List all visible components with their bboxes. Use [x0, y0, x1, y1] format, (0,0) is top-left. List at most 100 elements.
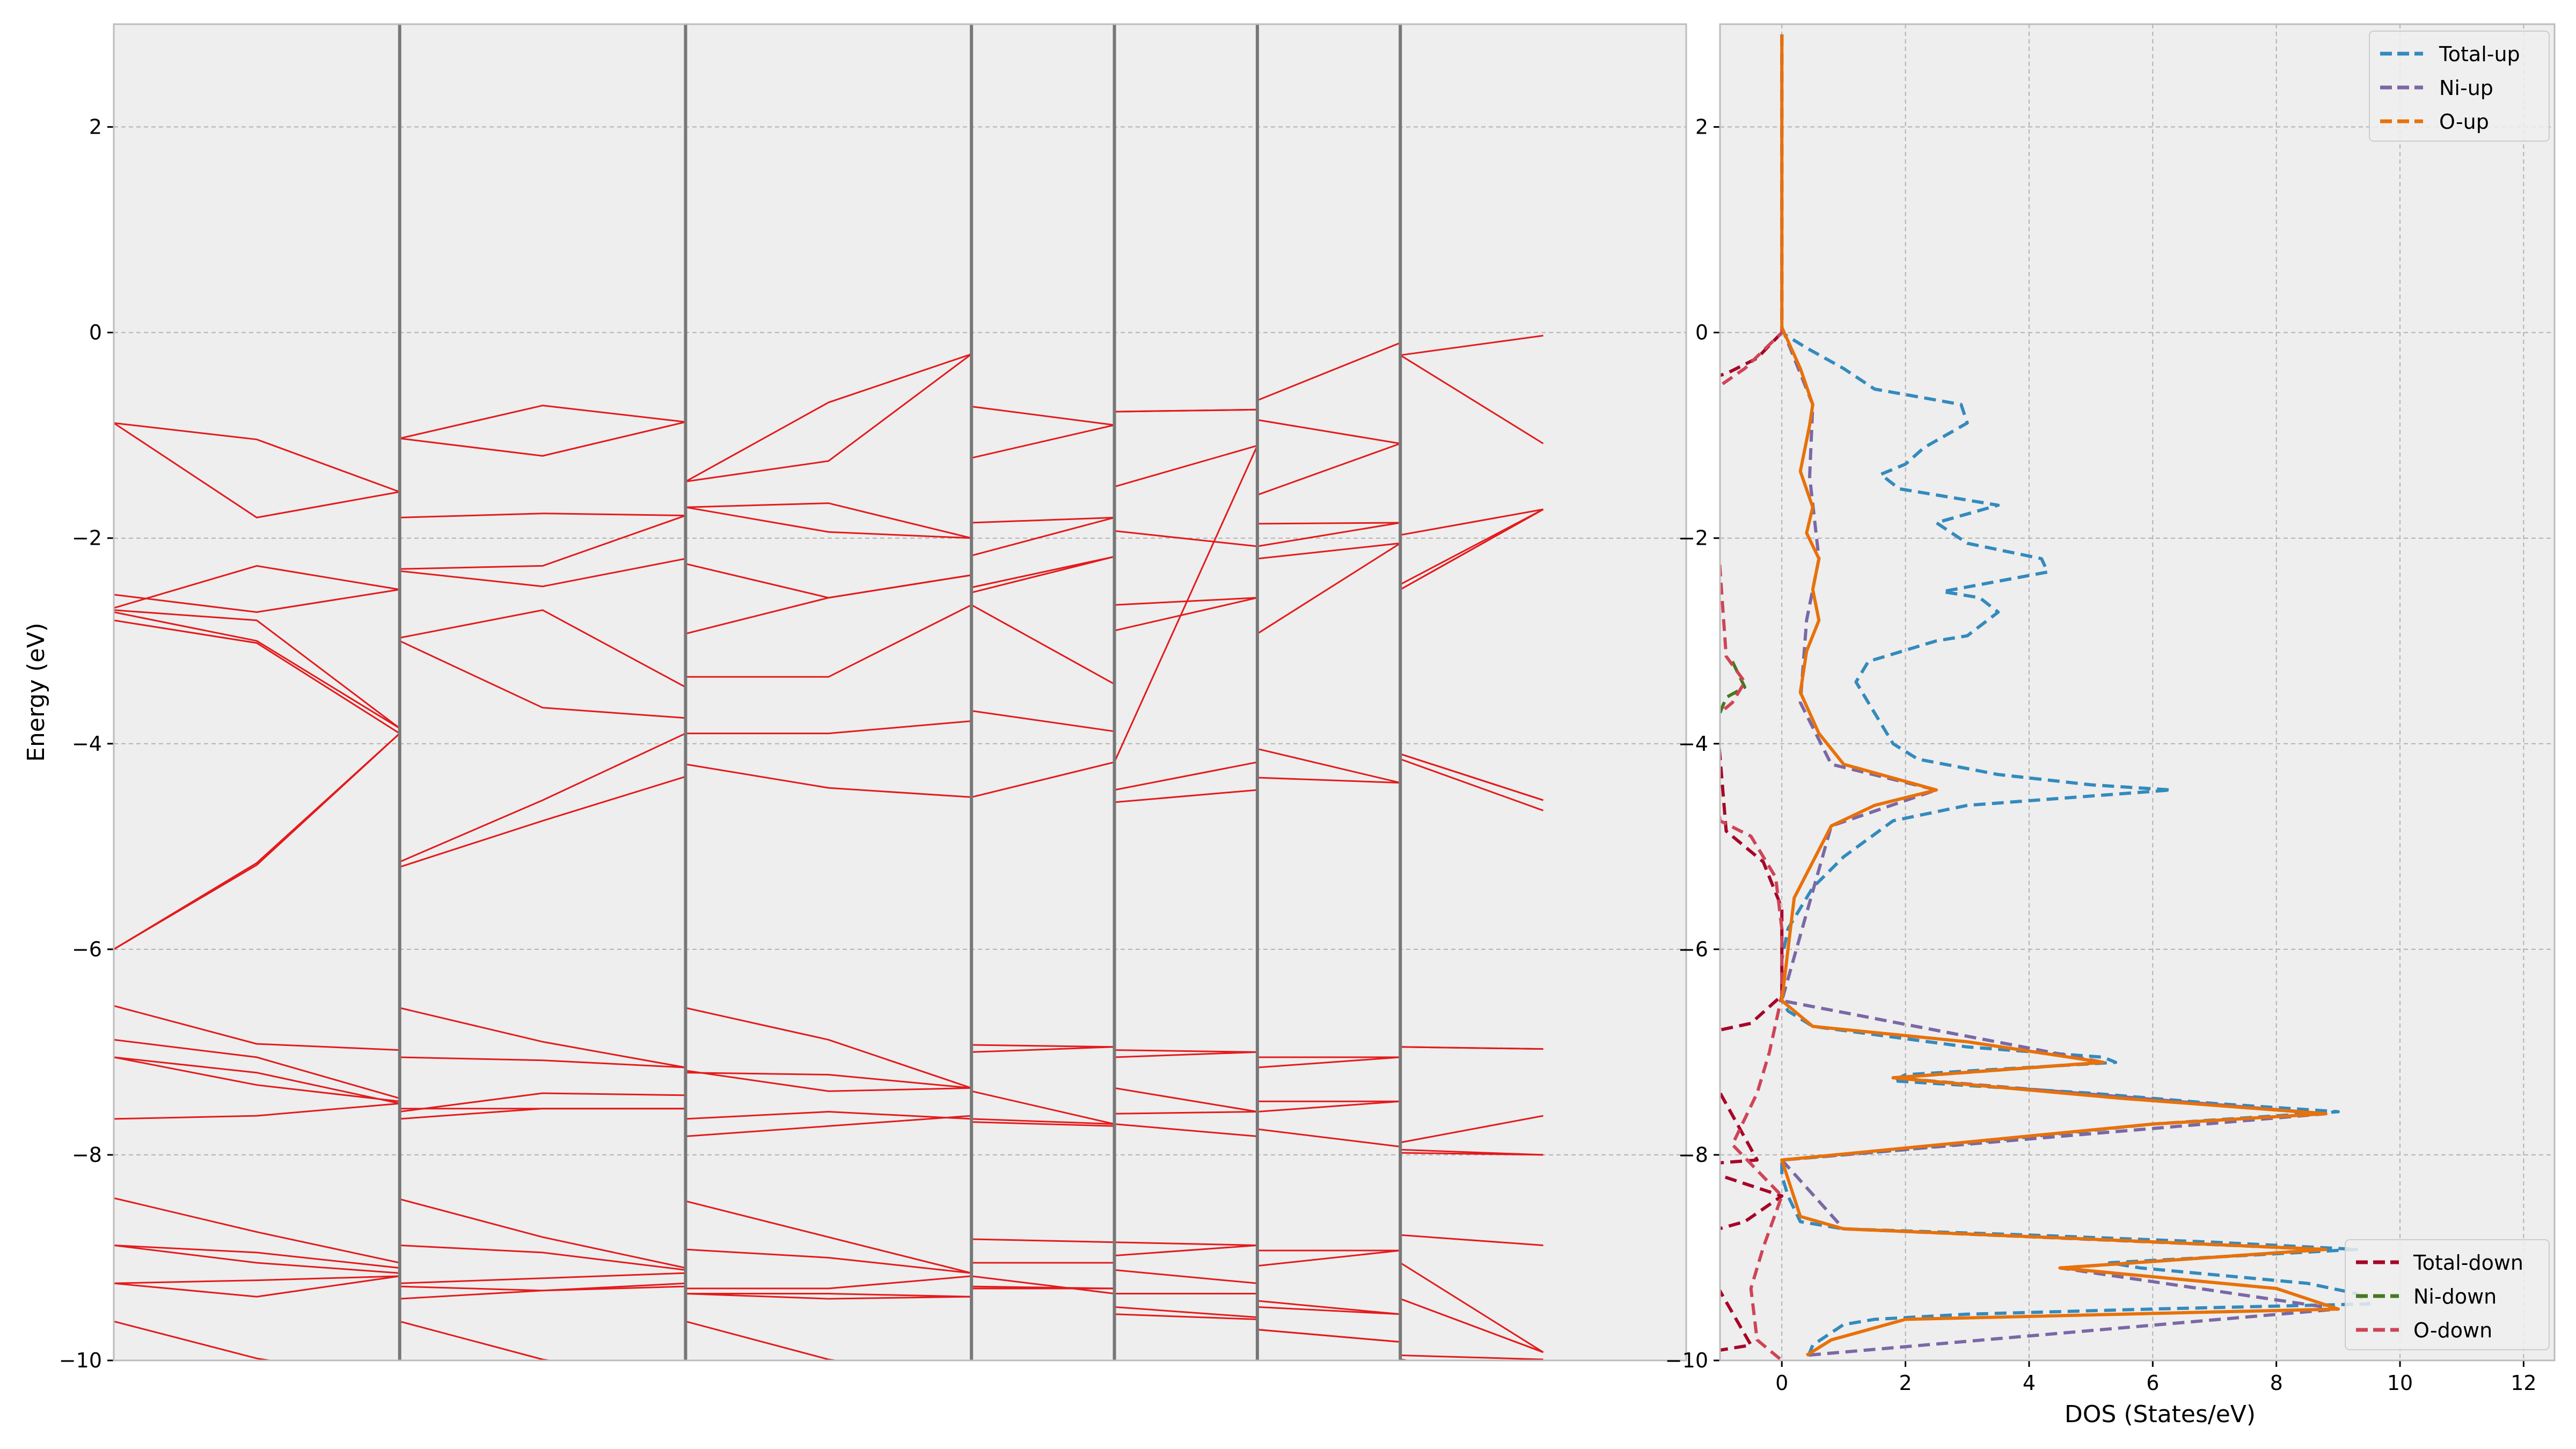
- band-y-tick-label: −8: [72, 1143, 102, 1167]
- band-line: [114, 1005, 400, 1051]
- dos-y-ticks: 2 0 −2 −4 −6 −8 −10: [1665, 115, 1720, 1372]
- band-line: [971, 761, 1115, 798]
- band-line: [971, 516, 1115, 557]
- band-line: [971, 555, 1115, 594]
- band-line: [1114, 1269, 1258, 1284]
- dos-series-o-up: [1780, 34, 2340, 1357]
- band-line: [685, 1115, 972, 1137]
- band-line: [1400, 1358, 1413, 1360]
- band-line: [114, 1275, 400, 1284]
- band-line: [1114, 1123, 1258, 1137]
- band-line: [1114, 789, 1258, 803]
- band-line: [685, 1293, 972, 1298]
- band-line: [1257, 1100, 1401, 1113]
- band-line: [399, 1245, 686, 1271]
- band-line: [1257, 1329, 1401, 1343]
- band-line: [399, 1092, 686, 1113]
- band-line: [1257, 748, 1401, 784]
- band-line: [114, 619, 400, 734]
- band-line: [1114, 408, 1257, 413]
- band-line: [685, 502, 972, 539]
- band-line: [114, 1275, 400, 1298]
- band-line: [685, 720, 972, 735]
- band-line: [114, 611, 400, 729]
- band-line: [114, 422, 400, 518]
- band-y-tick-label: −6: [72, 938, 102, 961]
- band-line: [971, 1121, 1115, 1127]
- dos-y-tick-label: −2: [1678, 526, 1708, 550]
- band-line: [114, 1056, 400, 1104]
- dos-x-tick-label: 0: [1775, 1371, 1788, 1395]
- band-line: [1114, 1051, 1257, 1058]
- legend-upper: Total-up Ni-up O-up: [2369, 31, 2550, 142]
- dos-series-lines: [1720, 34, 2371, 1360]
- band-line: [399, 1272, 686, 1284]
- band-line: [971, 555, 1115, 589]
- band-y-tick-label: 0: [89, 321, 102, 345]
- band-line: [1400, 508, 1544, 590]
- band-line: [399, 515, 686, 570]
- band-line: [1114, 1313, 1257, 1320]
- band-line: [971, 424, 1115, 459]
- legend-upper-box: [2369, 31, 2550, 142]
- band-line: [971, 710, 1115, 733]
- band-line: [114, 1056, 400, 1102]
- dos-y-tick-label: −6: [1678, 938, 1708, 961]
- band-line: [685, 1320, 841, 1360]
- band-line: [685, 1275, 972, 1290]
- band-line: [399, 1320, 555, 1360]
- band-line: [971, 1275, 1115, 1294]
- band-line: [114, 609, 400, 729]
- dos-plot-area: [1719, 23, 2556, 1362]
- dos-x-tick-label: 4: [2023, 1371, 2036, 1395]
- band-line: [1257, 543, 1401, 635]
- band-line: [1114, 1306, 1258, 1319]
- band-line: [1257, 777, 1401, 784]
- band-line: [399, 405, 686, 440]
- legend-lower: Total-down Ni-down O-down: [2345, 1239, 2550, 1350]
- band-line: [114, 1038, 400, 1100]
- band-line: [1400, 1354, 1543, 1360]
- band-line: [1400, 1262, 1544, 1353]
- legend-ni-up-label: Ni-up: [2439, 76, 2493, 100]
- band-line: [1114, 597, 1258, 632]
- legend-o-down-label: O-down: [2413, 1319, 2492, 1342]
- band-line: [1400, 1298, 1544, 1353]
- band-line: [685, 506, 972, 539]
- band-line: [114, 1197, 400, 1264]
- band-line: [1257, 419, 1401, 444]
- band-y-tick-label: −10: [59, 1349, 102, 1372]
- band-line: [685, 353, 972, 482]
- legend-o-up-label: O-up: [2439, 110, 2489, 134]
- band-line: [685, 1072, 972, 1089]
- band-line: [971, 406, 1115, 426]
- band-line: [114, 733, 400, 950]
- band-plot-area: [113, 23, 1687, 1362]
- band-line: [399, 775, 686, 868]
- band-line: [399, 1056, 686, 1069]
- legend-lower-box: [2345, 1239, 2550, 1350]
- dos-series-total-up: [1780, 34, 2371, 1360]
- dos-x-ticks: 0 2 4 6 8 10 12: [1775, 1360, 2537, 1395]
- band-line: [1114, 597, 1257, 606]
- band-line: [399, 609, 686, 688]
- band-line: [399, 421, 686, 457]
- legend-total-up-label: Total-up: [2439, 42, 2520, 66]
- band-line: [399, 733, 686, 863]
- band-y-ticks: 2 0 −2 −4 −6 −8 −10: [59, 115, 114, 1372]
- band-line: [1257, 342, 1401, 401]
- dos-y-tick-label: −8: [1678, 1143, 1708, 1167]
- band-line: [971, 1090, 1115, 1125]
- dos-series-ni-down: [1720, 661, 1747, 714]
- band-line: [1400, 1152, 1543, 1156]
- band-line: [1257, 1300, 1401, 1315]
- band-line: [1257, 1306, 1401, 1315]
- band-line: [685, 1248, 972, 1274]
- band-line: [114, 589, 400, 613]
- band-line: [685, 1293, 972, 1300]
- band-line: [1114, 444, 1258, 488]
- band-line: [685, 604, 972, 678]
- band-y-tick-label: −2: [72, 526, 102, 550]
- band-line: [399, 558, 686, 588]
- band-line: [1257, 522, 1401, 547]
